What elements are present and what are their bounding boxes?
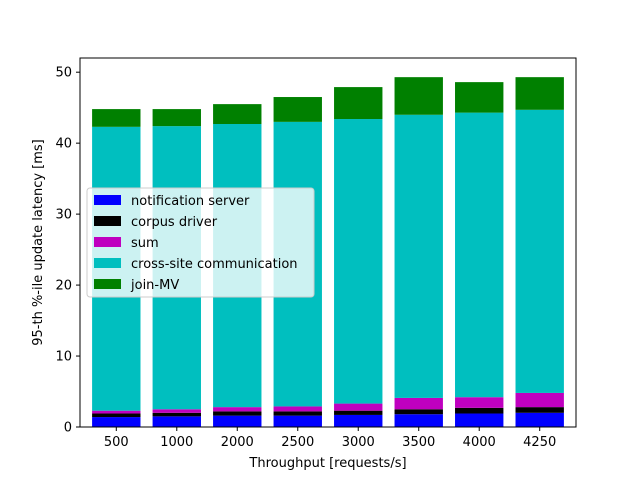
x-tick-label: 3500 [402,435,435,450]
x-axis-title: Throughput [requests/s] [248,456,406,471]
legend-swatch [94,195,121,205]
bar-segment-join-mv-4250 [515,77,564,110]
x-tick-label: 1000 [160,435,193,450]
legend: notification server corpus driver sum cross… [86,187,315,298]
bar-segment-join-mv-2500 [273,97,322,122]
bar-segment-notification-server-1000 [152,416,201,427]
bar-segment-notification-server-2000 [213,415,262,427]
x-tick-label: 4000 [463,435,496,450]
legend-swatch [94,216,121,226]
bar-segment-cross-site-communication-4000 [455,112,504,398]
bar-segment-corpus-driver-2000 [213,411,262,416]
bar-segment-sum-3000 [334,403,383,411]
y-tick-label: 40 [55,137,72,152]
y-tick-label: 0 [64,421,72,436]
bar-segment-corpus-driver-1000 [152,412,201,417]
legend-swatch [94,258,121,268]
bar-segment-notification-server-4000 [455,413,504,427]
bar-segment-corpus-driver-3000 [334,410,383,415]
y-tick-label: 10 [55,350,72,365]
bar-segment-sum-4000 [455,397,504,408]
x-tick-label: 500 [104,435,129,450]
legend-swatch [94,279,121,289]
x-axis: 500 1000 2000 2500 3000 3500 4000 4250 [104,427,556,450]
y-axis: 0 10 20 30 40 50 [55,66,80,436]
bar-segment-sum-2500 [273,406,322,412]
bar-segment-notification-server-2500 [273,415,322,427]
legend-label: notification server [131,194,250,209]
bar-segment-sum-4250 [515,392,564,408]
legend-box [86,187,315,298]
y-tick-label: 20 [55,279,72,294]
bar-segment-corpus-driver-2500 [273,411,322,416]
x-tick-label: 2000 [221,435,254,450]
bar-segment-notification-server-4250 [515,412,564,427]
legend-label: join-MV [130,278,179,293]
y-tick-label: 30 [55,208,72,223]
legend-label: cross-site communication [131,257,298,272]
legend-label: sum [131,236,159,251]
bar-segment-sum-2000 [213,407,262,412]
bar-segment-sum-500 [92,410,141,414]
bar-segment-corpus-driver-4000 [455,407,504,414]
bar-segment-join-mv-3500 [394,77,443,115]
x-tick-label: 2500 [281,435,314,450]
legend-label: corpus driver [131,215,218,230]
bar-segment-sum-3500 [394,397,443,410]
bar-segment-notification-server-3000 [334,414,383,427]
y-axis-title: 95-th %-ile update latency [ms] [31,139,46,346]
bar-segment-join-mv-1000 [152,109,201,127]
x-tick-label: 4250 [523,435,556,450]
bar-segment-corpus-driver-3500 [394,409,443,415]
legend-swatch [94,237,121,247]
bar-segment-notification-server-500 [92,417,141,427]
bar-segment-cross-site-communication-3500 [394,114,443,398]
bar-segment-cross-site-communication-4250 [515,109,564,393]
y-tick-label: 50 [55,66,72,81]
bar-segment-join-mv-3000 [334,87,383,120]
x-tick-label: 3000 [342,435,375,450]
bar-segment-corpus-driver-500 [92,413,141,418]
bar-segment-cross-site-communication-3000 [334,119,383,404]
plot-frame [79,57,577,428]
bar-segment-join-mv-4000 [455,82,504,113]
bar-segment-notification-server-3500 [394,414,443,427]
bar-segment-corpus-driver-4250 [515,407,564,413]
bar-segment-join-mv-500 [92,109,141,127]
bar-segment-join-mv-2000 [213,104,262,124]
bar-segment-sum-1000 [152,409,201,413]
